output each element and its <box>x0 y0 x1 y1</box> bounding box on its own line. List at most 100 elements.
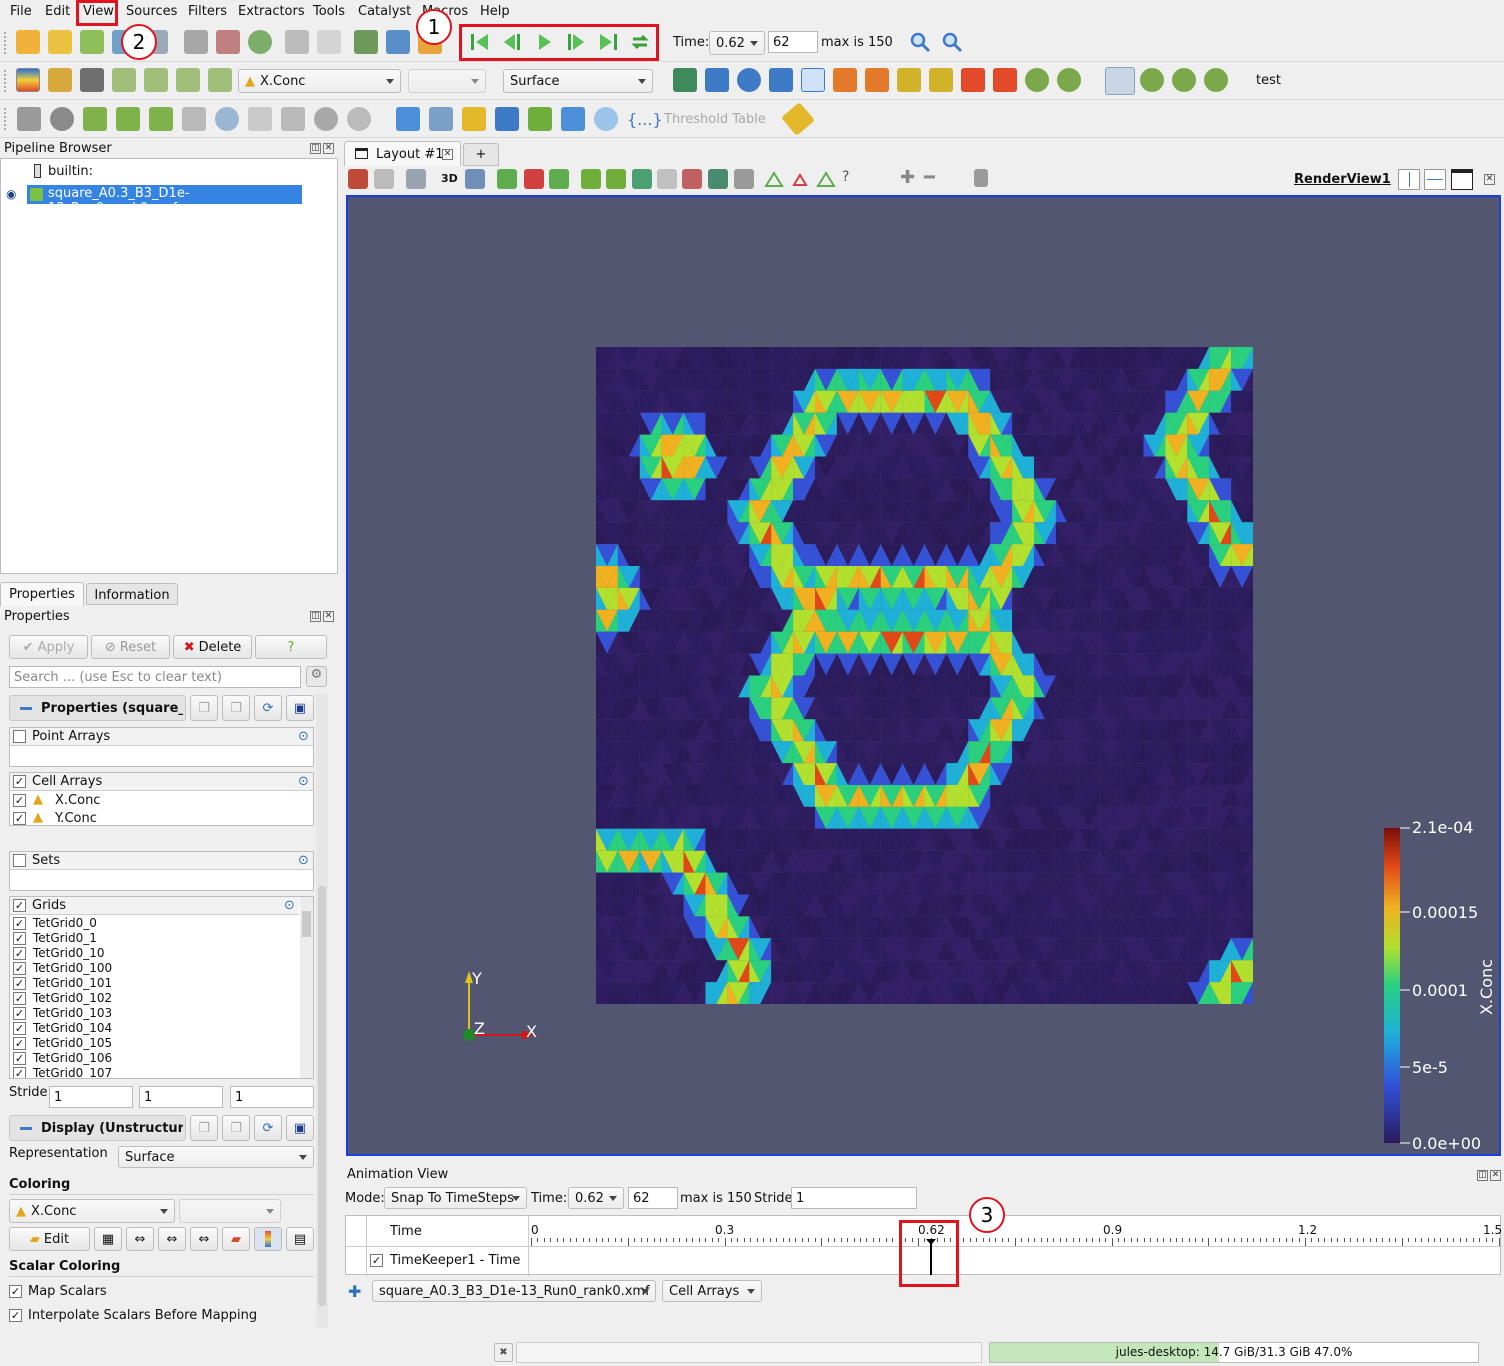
reset-range-icon[interactable] <box>80 68 104 92</box>
maximize-icon[interactable] <box>1451 169 1473 190</box>
menu-help[interactable]: Help <box>480 4 510 19</box>
eye-icon[interactable]: ◉ <box>6 187 17 201</box>
menu-sources[interactable]: Sources <box>126 4 178 19</box>
chevron-down-icon[interactable]: ⊙ <box>298 729 309 744</box>
representation-select[interactable]: Surface <box>118 1146 314 1168</box>
rescale-temporal-icon[interactable] <box>176 68 200 92</box>
edit-annotations-icon[interactable]: ▤ <box>286 1227 314 1251</box>
rotate-minus-90-icon[interactable] <box>1057 68 1081 92</box>
loop-icon[interactable] <box>628 30 652 54</box>
color-component-combo[interactable] <box>408 69 486 93</box>
paste-icon[interactable]: ❐ <box>222 1115 250 1141</box>
color-array-combo[interactable]: ▲ X.Conc <box>238 69 401 93</box>
hover-cells-icon[interactable] <box>734 169 754 189</box>
timekeeper-track-label[interactable]: TimeKeeper1 - Time <box>390 1253 521 1268</box>
menu-filters[interactable]: Filters <box>188 4 227 19</box>
help-button[interactable]: ? <box>255 635 327 659</box>
menu-view[interactable]: View <box>83 4 114 19</box>
select-cells-icon[interactable] <box>497 169 517 189</box>
auto-apply-icon[interactable] <box>248 30 272 54</box>
close-icon[interactable]: ✕ <box>1490 1170 1501 1181</box>
refresh-icon[interactable]: ⟳ <box>254 1115 282 1141</box>
camera-link-icon[interactable] <box>374 169 394 189</box>
view-minus-y-icon[interactable] <box>929 68 953 92</box>
select-surface-points-icon[interactable] <box>606 169 626 189</box>
zoom-to-data-icon[interactable] <box>737 68 761 92</box>
selection-toggle-icon[interactable] <box>816 169 836 189</box>
edit-colormap-icon[interactable] <box>48 68 72 92</box>
add-selection-icon[interactable]: ✚ <box>900 167 916 188</box>
scrollbar-thumb[interactable] <box>302 911 311 937</box>
delete-button[interactable]: ✖ Delete <box>173 635 252 659</box>
chevron-down-icon[interactable]: ⊙ <box>298 774 309 789</box>
close-view-icon[interactable]: ✕ <box>1484 174 1495 185</box>
toggle-3d-button[interactable]: 3D <box>441 172 458 185</box>
time-cursor[interactable] <box>930 1240 932 1275</box>
recent-icon[interactable] <box>48 30 72 54</box>
remove-selection-icon[interactable]: ━ <box>924 167 935 188</box>
display-section-header[interactable]: Display (Unstructure <box>9 1115 186 1141</box>
group-datasets-icon[interactable] <box>314 107 338 131</box>
clip-icon[interactable] <box>83 107 107 131</box>
mesh-dataset[interactable] <box>596 347 1253 1004</box>
calculator-icon[interactable] <box>17 107 41 131</box>
select-block-icon[interactable] <box>657 169 677 189</box>
add-track-icon[interactable]: ✚ <box>348 1282 362 1301</box>
memory-indicator[interactable]: jules-desktop: 14.7 GiB/31.3 GiB 47.0% <box>989 1342 1479 1363</box>
zoom-data-icon[interactable] <box>908 30 932 54</box>
rescale-visible-icon[interactable] <box>144 68 168 92</box>
save-data-icon[interactable] <box>80 30 104 54</box>
menu-catalyst[interactable]: Catalyst <box>358 4 412 19</box>
tab-information[interactable]: Information <box>86 583 178 605</box>
center-axes-icon[interactable] <box>1140 68 1164 92</box>
first-frame-icon[interactable] <box>468 30 492 54</box>
rescale-temporal-icon[interactable]: ⇔ <box>190 1227 218 1251</box>
add-layout-tab[interactable]: + <box>463 143 499 166</box>
time-cursor-handle[interactable] <box>926 1239 936 1245</box>
menu-tools[interactable]: Tools <box>313 4 346 19</box>
plot-over-line-icon[interactable] <box>396 107 420 131</box>
stride-k-input[interactable]: 1 <box>230 1086 314 1108</box>
reset-camera-closest-icon[interactable] <box>705 68 729 92</box>
tab-properties[interactable]: Properties <box>0 582 84 606</box>
hover-points-icon[interactable] <box>708 169 728 189</box>
toolbar-grip[interactable] <box>4 108 7 130</box>
toolbar-grip[interactable] <box>4 70 7 92</box>
close-icon[interactable]: ✕ <box>323 611 334 622</box>
redo-icon[interactable] <box>317 30 341 54</box>
zoom-box-icon[interactable] <box>769 68 793 92</box>
view-plus-z-icon[interactable] <box>961 68 985 92</box>
pipeline-source-item[interactable]: square_A0.3_B3_D1e-13_Run0_rank0.xmf <box>27 185 302 216</box>
stride-i-input[interactable]: 1 <box>49 1086 133 1108</box>
chevron-down-icon[interactable]: ⊙ <box>284 898 295 913</box>
play-icon[interactable] <box>532 30 556 54</box>
tab-layout-1[interactable]: Layout #1 ✕ <box>344 141 461 166</box>
grids-scrollbar[interactable] <box>300 897 313 1078</box>
reset-button[interactable]: ⊘ Reset <box>91 635 170 659</box>
clear-selection-icon[interactable] <box>974 169 988 187</box>
open-icon[interactable] <box>16 30 40 54</box>
track-property-select[interactable]: Cell Arrays <box>662 1280 762 1302</box>
menu-file[interactable]: File <box>10 4 32 19</box>
view-plus-x-icon[interactable] <box>833 68 857 92</box>
braces-icon[interactable]: {...} <box>627 110 663 129</box>
color-legend-icon[interactable] <box>16 68 40 92</box>
threshold-table-button[interactable]: Threshold Table <box>664 112 766 127</box>
close-icon[interactable]: ✕ <box>323 143 334 154</box>
split-horizontal-icon[interactable] <box>1398 169 1420 190</box>
grids-checkbox[interactable]: ✓ <box>13 899 26 912</box>
select-frustum-icon[interactable] <box>549 169 569 189</box>
pick-center-icon[interactable] <box>1172 68 1196 92</box>
save-state-icon[interactable] <box>184 30 208 54</box>
rescale-custom-icon[interactable]: ⇔ <box>158 1227 186 1251</box>
split-vertical-icon[interactable] <box>1424 169 1446 190</box>
select-points-icon[interactable] <box>524 169 544 189</box>
load-state-icon[interactable] <box>216 30 240 54</box>
properties-section-header[interactable]: Properties (square_ <box>9 695 186 721</box>
warp-vector-icon[interactable] <box>281 107 305 131</box>
capture-screenshot-icon[interactable] <box>348 169 368 189</box>
rescale-range-icon[interactable] <box>208 68 232 92</box>
glyph-icon[interactable] <box>215 107 239 131</box>
undo-icon[interactable] <box>285 30 309 54</box>
float-icon[interactable]: ◫ <box>310 611 321 622</box>
